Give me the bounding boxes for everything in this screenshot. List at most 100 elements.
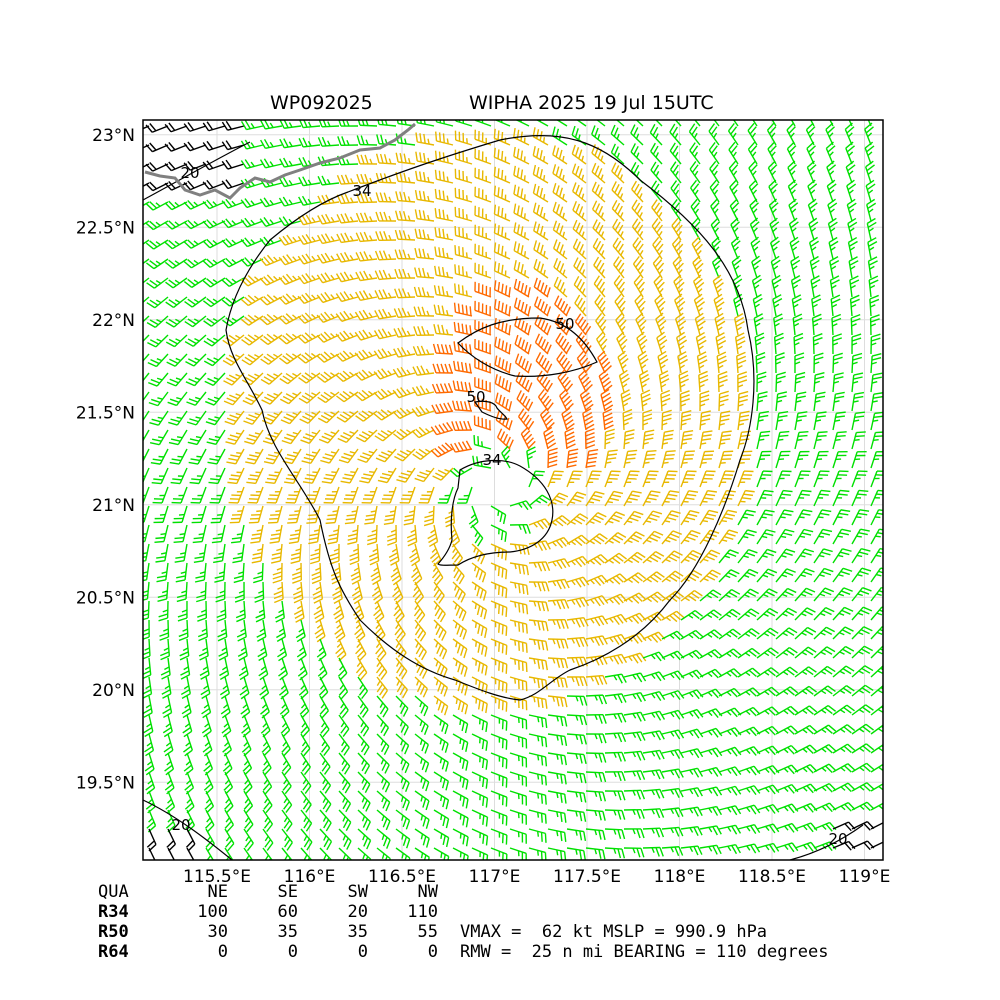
wind-barb — [293, 600, 305, 623]
wind-barb — [412, 365, 435, 376]
wind-barb — [261, 391, 283, 405]
wind-barb — [699, 490, 717, 507]
wind-barb — [468, 505, 479, 529]
wind-barb — [150, 448, 169, 465]
wind-barb — [791, 294, 802, 317]
wind-barb — [493, 280, 511, 298]
wind-barb — [699, 629, 723, 640]
wind-barb — [756, 548, 777, 564]
lat-tick-label: 22°N — [92, 311, 135, 331]
wind-barb — [699, 410, 711, 431]
wind-barb — [296, 638, 307, 662]
wind-barb — [547, 515, 571, 527]
wind-barb — [571, 144, 587, 165]
r34-ne: 100 — [197, 902, 228, 922]
wind-barb — [632, 255, 645, 279]
wind-barb — [432, 343, 454, 355]
wind-barb — [520, 426, 536, 450]
wind-barb — [297, 273, 321, 285]
wind-barb — [553, 276, 568, 298]
wind-barb — [613, 275, 626, 298]
wind-barb — [810, 275, 821, 298]
wind-barb — [813, 528, 833, 545]
wind-barb — [528, 494, 551, 507]
wind-barb — [669, 123, 682, 146]
wind-barb — [147, 353, 169, 368]
wind-barb — [411, 385, 435, 397]
wind-barb — [514, 316, 532, 336]
wind-barb — [642, 429, 655, 450]
wind-barb — [312, 581, 324, 604]
wind-barb — [374, 289, 397, 300]
wind-barb — [357, 448, 378, 464]
wind-barb — [311, 562, 322, 585]
wind-barb — [832, 470, 849, 488]
wind-barb — [185, 353, 207, 367]
wind-barb — [165, 334, 188, 348]
wind-barb — [394, 268, 416, 279]
wind-barb — [713, 120, 720, 127]
wind-barb — [317, 136, 340, 147]
wind-barb — [392, 366, 416, 378]
wind-barb — [509, 638, 528, 653]
wind-barb — [851, 431, 866, 450]
wind-barb — [383, 505, 397, 525]
wind-barb — [813, 431, 828, 450]
wind-barb — [775, 450, 791, 469]
wind-barb — [203, 334, 226, 347]
wind-barb — [585, 491, 605, 507]
wind-barb — [514, 334, 532, 355]
wind-barb — [630, 124, 644, 146]
wind-barb — [642, 571, 665, 583]
wind-barb — [622, 408, 633, 431]
wind-barb — [532, 164, 549, 184]
wind-barb — [454, 168, 473, 184]
wind-barb — [552, 201, 568, 222]
wind-barb — [316, 233, 340, 245]
r64-ne: 0 — [217, 942, 228, 962]
wind-barb — [718, 450, 734, 469]
wind-barb — [775, 528, 795, 545]
wind-barb — [270, 543, 283, 564]
wind-barb — [770, 255, 781, 279]
wind-barb — [394, 229, 416, 241]
wind-barb — [298, 391, 321, 404]
wind-barb — [202, 121, 226, 132]
wind-barb — [867, 120, 872, 127]
wind-barb — [870, 606, 883, 621]
wind-barb — [677, 351, 688, 374]
wind-barb — [870, 470, 883, 488]
wind-barb — [412, 345, 435, 356]
wind-barb — [756, 568, 778, 583]
wind-barb — [807, 179, 818, 203]
wind-barb — [623, 490, 642, 507]
wind-barb — [661, 510, 681, 526]
wind-barb — [650, 180, 663, 203]
wind-barb — [845, 160, 856, 184]
wind-barb — [373, 348, 397, 360]
wind-barb — [185, 372, 207, 387]
wind-barb — [532, 183, 549, 203]
wind-barb — [513, 184, 530, 203]
wind-barb — [623, 592, 647, 604]
wind-barb — [316, 638, 327, 662]
wind-barb — [494, 392, 513, 412]
wind-barb — [827, 217, 838, 241]
wind-barb — [794, 548, 815, 564]
wind-barb — [661, 610, 685, 623]
wind-barb — [261, 410, 283, 425]
wind-barb — [356, 173, 378, 184]
wind-barb — [177, 600, 188, 622]
radii-label-r64: R64 — [98, 942, 129, 962]
wind-barb — [393, 327, 416, 338]
wind-barb — [354, 329, 378, 341]
wind-barb — [794, 371, 806, 393]
wind-barb — [267, 505, 283, 524]
wind-barb — [775, 607, 797, 621]
wind-barb — [327, 524, 340, 545]
wind-barb — [222, 353, 245, 366]
radii-header-se: SE — [277, 882, 298, 902]
wind-barb — [374, 308, 397, 320]
wind-barb — [349, 543, 360, 565]
wind-barb — [364, 505, 378, 525]
